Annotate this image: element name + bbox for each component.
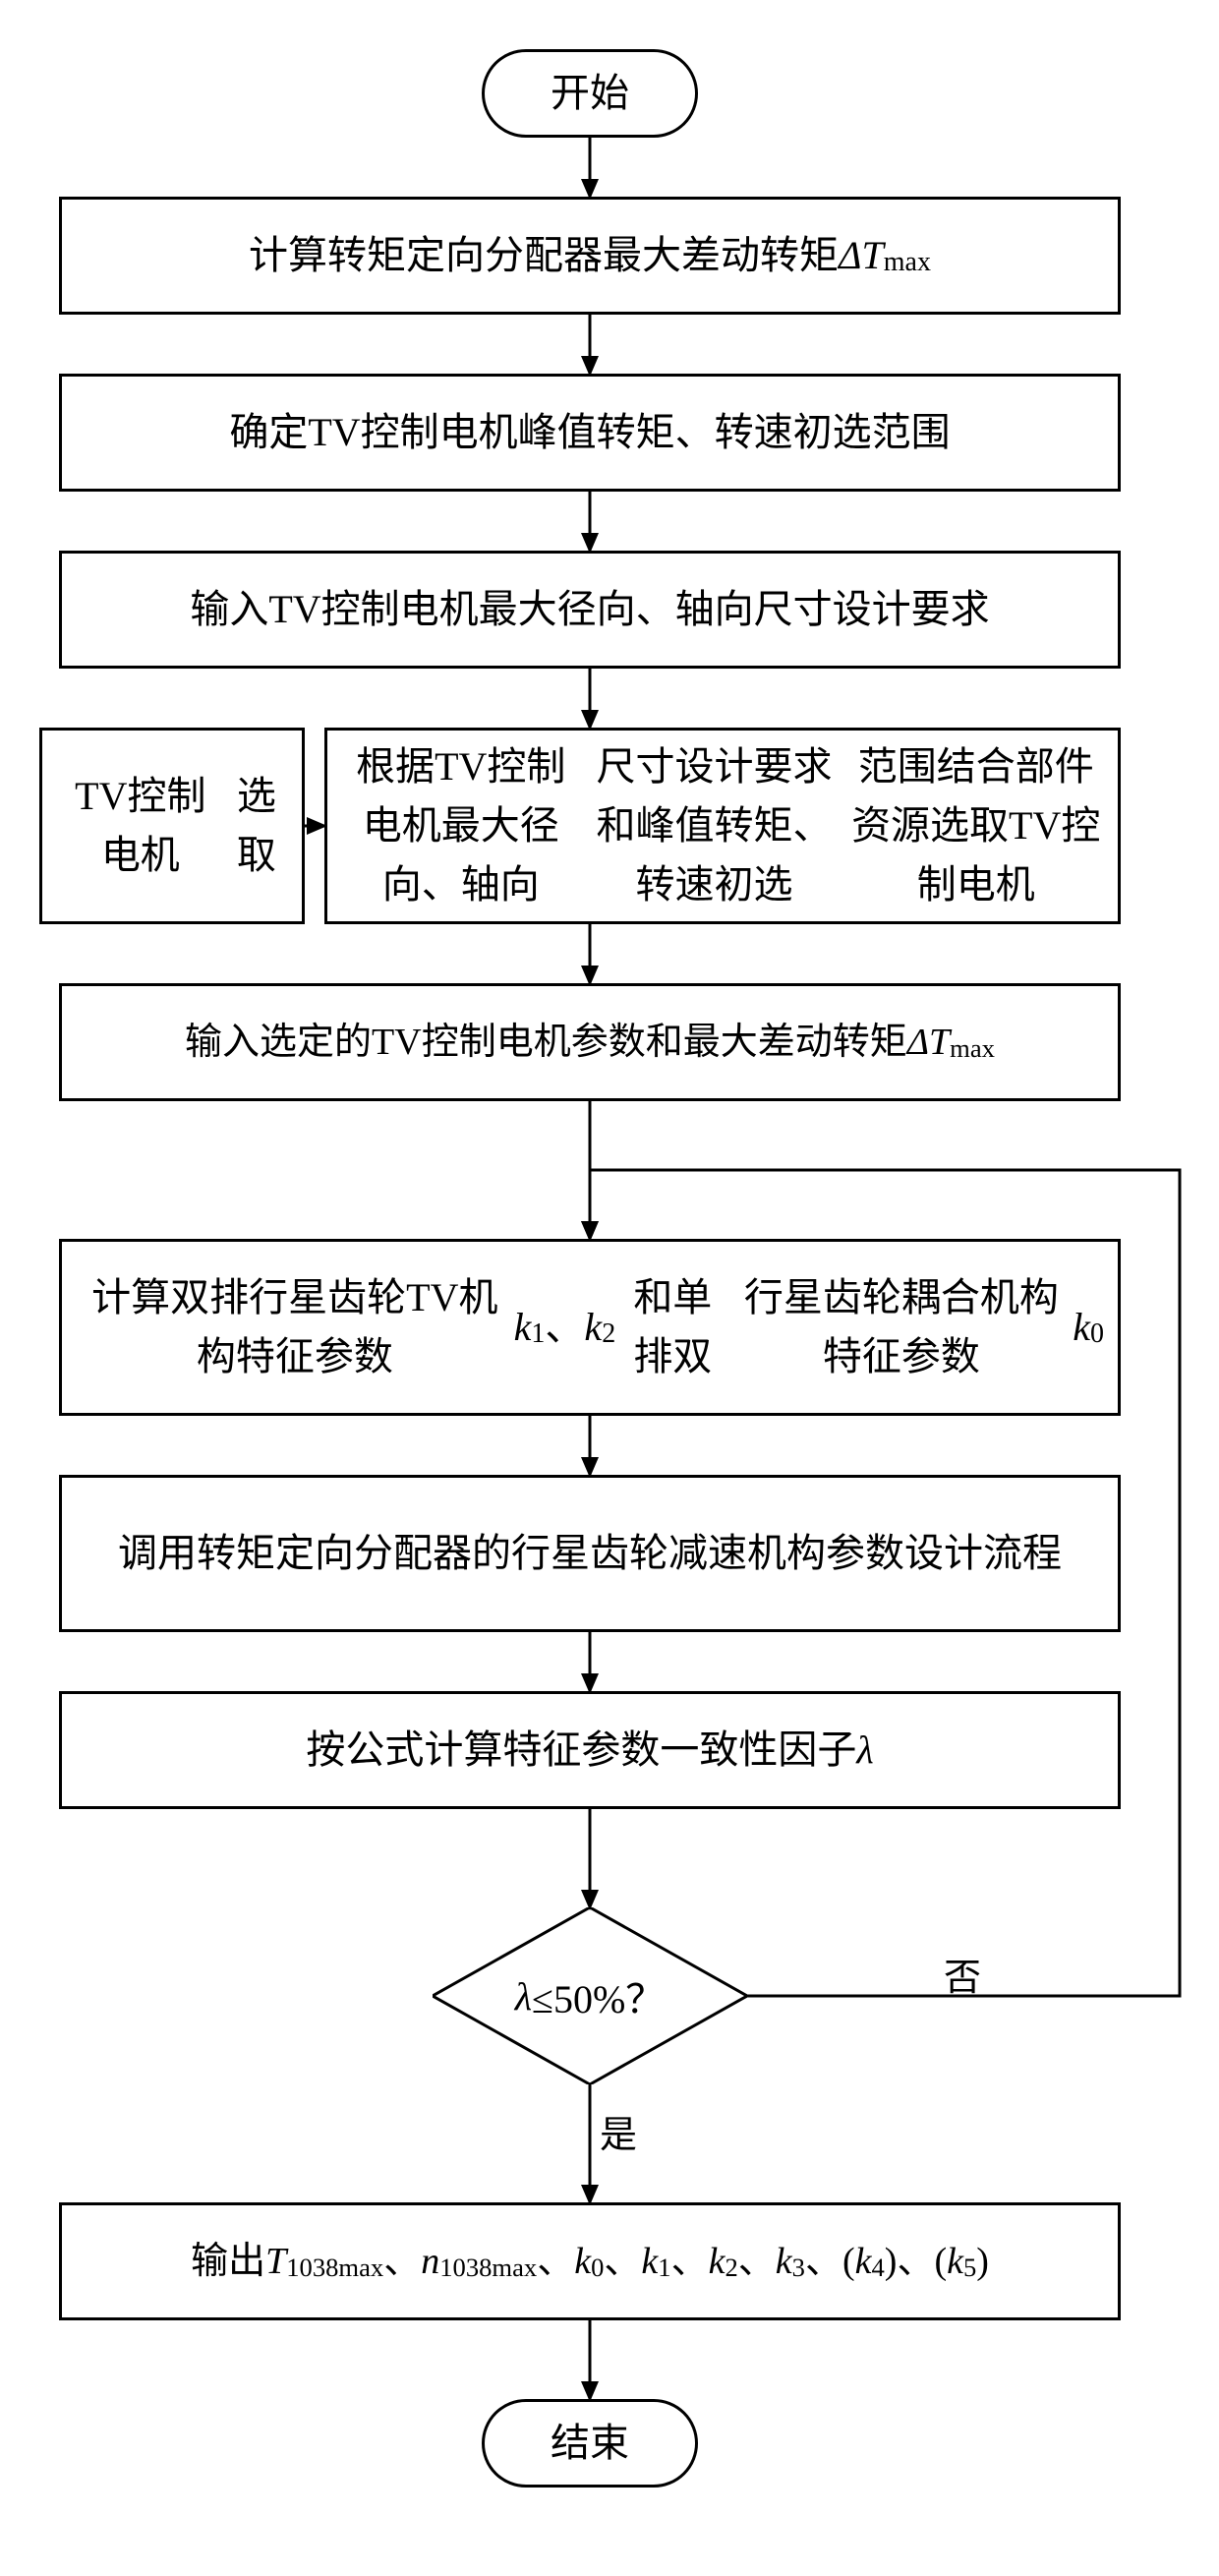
decision-no-label: 否 (944, 1947, 981, 2001)
flowchart-canvas: 开始计算转矩定向分配器最大差动转矩ΔTmax 确定TV控制电机峰值转矩、转速初选范… (0, 39, 1219, 2517)
process-n5: 输入选定的TV控制电机参数和最大差动转矩ΔTmax (59, 983, 1121, 1101)
terminator-start: 开始 (482, 49, 698, 138)
process-n3: 输入TV控制电机最大径向、轴向尺寸设计要求 (59, 551, 1121, 669)
process-n2: 确定TV控制电机峰值转矩、转速初选范围 (59, 374, 1121, 492)
decision-label: λ ≤50%？ (433, 1907, 747, 2084)
decision-yes-label: 是 (600, 2104, 637, 2158)
process-n4b: 根据TV控制电机最大径向、轴向尺寸设计要求和峰值转矩、转速初选范围结合部件资源选… (324, 728, 1121, 924)
process-n9: 输出T1038max、n1038max、k0、k1、k2、k3、(k4)、(k5… (59, 2202, 1121, 2320)
process-n7: 调用转矩定向分配器的行星齿轮减速机构参数设计流程 (59, 1475, 1121, 1632)
process-n6: 计算双排行星齿轮TV机构特征参数k1、k2和单排双行星齿轮耦合机构特征参数k0 (59, 1239, 1121, 1416)
terminator-end: 结束 (482, 2399, 698, 2488)
decision-d1: λ ≤50%？ (433, 1907, 747, 2084)
process-n4a: TV控制电机选取 (39, 728, 305, 924)
process-n1: 计算转矩定向分配器最大差动转矩ΔTmax (59, 197, 1121, 315)
process-n8: 按公式计算特征参数一致性因子 λ (59, 1691, 1121, 1809)
